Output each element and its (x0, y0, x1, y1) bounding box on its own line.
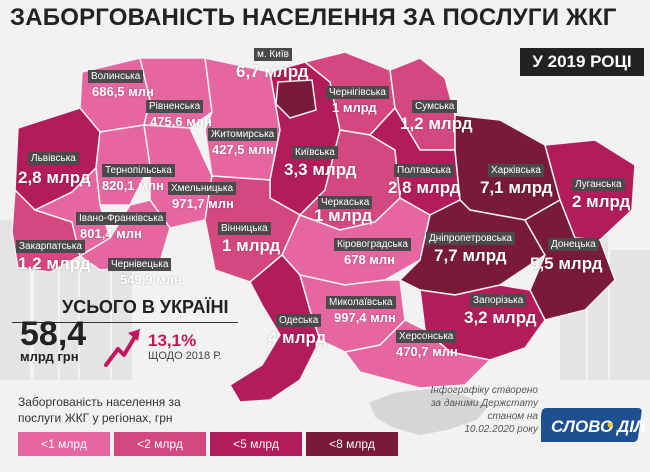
region-name-ternopilska: Тернопільська (102, 164, 175, 177)
region-name-chernihivska: Чернігівська (326, 86, 389, 99)
region-name-kyiv-city: м. Київ (254, 48, 292, 61)
source-line: станом на (487, 411, 538, 422)
region-value-dnipropetrovska: 7,7 млрд (434, 246, 507, 265)
region-value-chernihivska: 1 млрд (332, 100, 377, 115)
region-value-zakarpatska: 1,2 млрд (18, 254, 91, 273)
region-name-mykolaivska: Миколаївська (326, 296, 396, 309)
region-name-ivano-frankivska: Івано-Франківська (76, 212, 167, 225)
region-value-mykolaivska: 997,4 млн (334, 310, 396, 325)
page-title: ЗАБОРГОВАНІСТЬ НАСЕЛЕННЯ ЗА ПОСЛУГИ ЖКГ (10, 4, 617, 31)
slovo-i-dilo-logo: СЛОВО ДІЛО (541, 408, 645, 442)
region-name-zakarpatska: Закарпатська (16, 240, 85, 253)
growth-value: 13,1% (148, 331, 197, 350)
region-value-poltavska: 2,8 млрд (388, 178, 461, 197)
region-value-luhanska: 2 млрд (572, 192, 631, 211)
region-value-sumska: 1,2 млрд (400, 114, 473, 133)
region-value-kyivska: 3,3 млрд (284, 160, 357, 179)
growth-caption: ЩОДО 2018 Р. (148, 350, 222, 362)
region-value-khersonska: 470,7 млн (396, 344, 458, 359)
legend-title: Заборгованість населення за послуги ЖКГ … (18, 394, 218, 426)
region-value-rivnenska: 475,6 млн (150, 114, 212, 129)
region-name-vinnytska: Вінницька (218, 222, 271, 235)
region-name-kharkivska: Харківська (488, 164, 544, 177)
legend: <1 млрд <2 млрд <5 млрд <8 млрд (0, 432, 398, 456)
region-value-kharkivska: 7,1 млрд (480, 178, 553, 197)
logo-word-1: СЛОВО (551, 417, 613, 436)
legend-item-lt8: <8 млрд (306, 432, 398, 456)
region-kyiv-city[interactable] (275, 79, 317, 119)
region-value-ternopilska: 820,1 млн (102, 178, 164, 193)
year-badge: У 2019 РОЦІ (520, 48, 644, 76)
region-value-ivano-frankivska: 801,4 млн (80, 226, 142, 241)
region-name-luhanska: Луганська (572, 178, 625, 191)
region-value-zaporizka: 3,2 млрд (464, 308, 537, 327)
region-khersonska[interactable] (343, 319, 492, 389)
legend-title-line: Заборгованість населення за (18, 395, 181, 409)
region-name-khersonska: Херсонська (396, 330, 457, 343)
region-name-zhytomyrska: Житомирська (208, 128, 278, 141)
region-name-volynska: Волинська (88, 70, 144, 83)
region-crimea (366, 387, 492, 437)
region-value-vinnytska: 1 млрд (222, 236, 281, 255)
source-note: Інфографіку створено за даними Держстату… (370, 384, 538, 436)
region-name-rivnenska: Рівненська (146, 100, 204, 113)
region-name-poltavska: Полтавська (394, 164, 454, 177)
source-line: Інфографіку створено (430, 385, 538, 396)
region-name-donetska: Донецька (548, 238, 599, 251)
region-name-lvivska: Львівська (28, 152, 79, 165)
region-value-cherkaska: 1 млрд (314, 206, 373, 225)
region-value-kyiv-city: 6,7 млрд (236, 62, 309, 81)
region-value-kirovohradska: 678 млн (344, 252, 396, 267)
region-value-khmelnytska: 971,7 млн (172, 196, 234, 211)
region-value-lvivska: 2,8 млрд (18, 168, 91, 187)
region-name-kirovohradska: Кіровоградська (334, 238, 411, 251)
growth-arrow-icon (104, 329, 140, 367)
legend-item-lt2: <2 млрд (114, 432, 206, 456)
divider (12, 322, 238, 323)
source-line: за даними Держстату (430, 398, 538, 409)
region-name-khmelnytska: Хмельницька (168, 182, 237, 195)
region-value-chernivetska: 549,9 млн (120, 272, 182, 287)
region-donetska[interactable] (523, 198, 616, 321)
legend-item-lt1: <1 млрд (18, 432, 110, 456)
total-amount: 58,4 (20, 315, 87, 353)
region-name-sumska: Сумська (412, 100, 458, 113)
region-name-dnipropetrovska: Дніпропетровська (426, 232, 515, 245)
total-summary: УСЬОГО В УКРАЇНІ 58,4 млрд грн 13,1% ЩОД… (12, 297, 242, 377)
region-value-donetska: 5,5 млрд (530, 254, 603, 273)
total-heading: УСЬОГО В УКРАЇНІ (62, 297, 229, 317)
logo-dot (607, 422, 613, 428)
source-line: 10.02.2020 року (464, 424, 538, 435)
region-name-odeska: Одеська (276, 314, 322, 327)
region-name-kyivska: Київська (292, 146, 338, 159)
total-unit: млрд грн (20, 349, 79, 364)
region-value-zhytomyrska: 427,5 млн (212, 142, 274, 157)
logo-word-2: ДІЛО (615, 417, 645, 436)
region-name-chernivetska: Чернівецька (108, 258, 172, 271)
region-name-zaporizka: Запорізька (470, 294, 527, 307)
region-name-cherkaska: Черкаська (318, 196, 373, 209)
region-value-volynska: 686,5 млн (92, 84, 154, 99)
legend-title-line: послуги ЖКГ у регіонах, грн (18, 411, 173, 425)
legend-item-lt5: <5 млрд (210, 432, 302, 456)
region-value-odeska: 4 млрд (268, 328, 327, 347)
